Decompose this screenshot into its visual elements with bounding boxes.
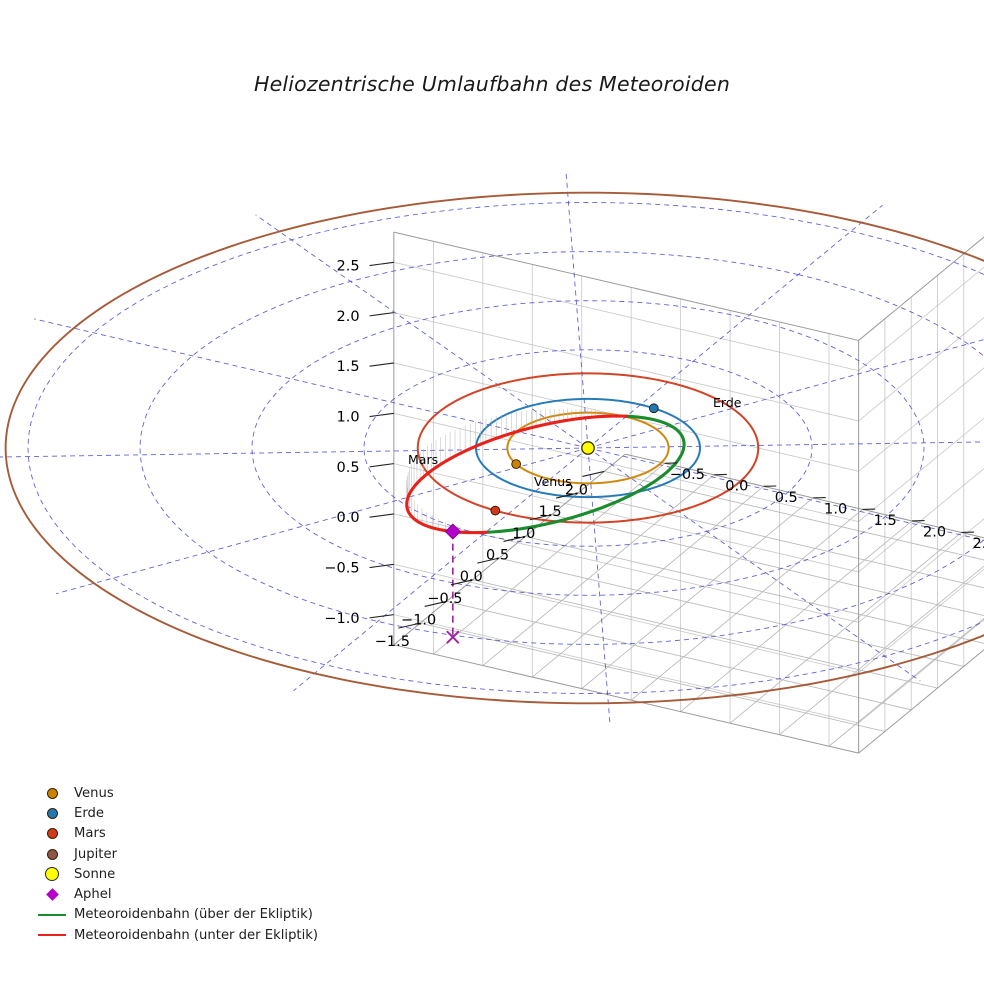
chart-legend: Venus Erde Mars Jupiter Sonne Aphel Meteoroide… xyxy=(34,783,318,945)
z-tick-label-5: 0.0 xyxy=(337,510,360,526)
z-tick-label-3-tick xyxy=(369,412,394,418)
x-tick-label-4: 0.5 xyxy=(486,547,509,563)
circle-marker-icon xyxy=(34,787,70,799)
legend-item-sonne[interactable]: Sonne xyxy=(34,864,318,884)
circle-marker-icon xyxy=(34,807,70,819)
legend-item-aphel[interactable]: Aphel xyxy=(34,884,318,904)
x-tick-label-7: 2.0 xyxy=(565,482,588,498)
x-tick-label-3: 0.0 xyxy=(460,569,483,585)
x-tick-label-0: −1.5 xyxy=(375,634,410,650)
legend-item-erde[interactable]: Erde xyxy=(34,803,318,823)
z-tick-label-1-tick xyxy=(369,312,394,317)
legend-label: Erde xyxy=(74,805,105,821)
line-marker-icon xyxy=(34,913,70,917)
z-tick-label-6-tick xyxy=(369,563,394,569)
x-tick-label-0-tick xyxy=(398,622,421,629)
meteoroid-below-ecliptic xyxy=(405,414,629,535)
sun-marker xyxy=(581,441,595,455)
legend-item-meteoroidenbahn[interactable]: Meteoroidenbahn (über der Ekliptik) xyxy=(34,905,318,925)
x-tick-label-2: −0.5 xyxy=(427,591,462,607)
z-tick-label-4-tick xyxy=(369,463,394,468)
legend-label: Sonne xyxy=(74,866,116,882)
diamond-marker-icon xyxy=(34,888,70,901)
planet-orbits xyxy=(4,191,984,705)
z-tick-label-2: 1.5 xyxy=(337,359,360,375)
z-tick-label-4: 0.5 xyxy=(337,460,360,476)
legend-item-meteoroidenbahn[interactable]: Meteoroidenbahn (unter der Ekliptik) xyxy=(34,925,318,945)
aphel-diamond-icon xyxy=(444,523,461,540)
legend-label: Jupiter xyxy=(74,846,117,862)
z-tick-label-5-tick xyxy=(369,513,394,518)
legend-label: Mars xyxy=(74,826,106,842)
legend-label: Meteoroidenbahn (unter der Ekliptik) xyxy=(74,927,319,943)
legend-item-jupiter[interactable]: Jupiter xyxy=(34,844,318,864)
y-tick-label-3: 1.0 xyxy=(824,502,847,518)
circle-marker-icon xyxy=(34,848,70,860)
planet-label-erde: Erde xyxy=(713,395,742,410)
polar-ecliptic-grid xyxy=(0,173,984,723)
x-tick-label-1: −1.0 xyxy=(401,612,436,628)
x-tick-label-7-tick xyxy=(582,470,605,477)
z-tick-label-0-tick xyxy=(369,261,394,267)
line-marker-icon xyxy=(34,934,70,937)
z-tick-label-3: 1.0 xyxy=(337,410,360,426)
x-tick-label-1-tick xyxy=(424,600,447,608)
legend-label: Aphel xyxy=(74,887,112,903)
y-tick-label-6: 2.5 xyxy=(973,536,984,552)
legend-item-mars[interactable]: Mars xyxy=(34,824,318,844)
meteoroid-orbit xyxy=(405,408,686,535)
legend-label: Meteoroidenbahn (über der Ekliptik) xyxy=(74,907,313,923)
x-tick-label-3-tick xyxy=(477,557,500,564)
x-tick-label-5-tick xyxy=(529,514,552,521)
y-tick-label-1: 0.0 xyxy=(725,478,748,494)
planet-marker-erde xyxy=(648,403,659,414)
z-tick-label-7-tick xyxy=(369,614,394,619)
x-tick-label-4-tick xyxy=(503,535,526,542)
meteoroid-above-ecliptic xyxy=(484,414,686,534)
planet-label-venus: Venus xyxy=(534,474,572,489)
z-tick-label-6: −0.5 xyxy=(324,561,359,577)
aphel-projection-x-icon xyxy=(446,630,460,644)
y-tick-label-5: 2.0 xyxy=(923,525,946,541)
x-tick-label-6: 1.5 xyxy=(539,504,562,520)
x-tick-label-6-tick xyxy=(555,492,578,499)
axis-ticks: −1.5−1.0−0.50.00.51.01.52.0−0.50.00.51.0… xyxy=(324,259,984,651)
legend-label: Venus xyxy=(74,785,114,801)
planet-marker-venus xyxy=(511,459,521,469)
chart-title: Heliozentrische Umlaufbahn des Meteoroid… xyxy=(253,72,731,96)
orbit-mars xyxy=(416,372,760,524)
y-tick-label-0: −0.5 xyxy=(670,467,705,483)
y-tick-label-2: 0.5 xyxy=(775,490,798,506)
planet-label-mars: Mars xyxy=(408,452,438,467)
y-tick-label-4: 1.5 xyxy=(874,513,897,529)
z-tick-label-2-tick xyxy=(369,362,394,367)
celestial-bodies xyxy=(490,403,659,516)
orbit-jupiter xyxy=(4,191,984,705)
x-tick-label-2-tick xyxy=(450,579,473,586)
planet-marker-mars xyxy=(490,505,501,516)
circle-big-marker-icon xyxy=(34,867,70,882)
legend-item-venus[interactable]: Venus xyxy=(34,783,318,803)
orbit-erde xyxy=(474,397,702,499)
x-tick-label-5: 1.0 xyxy=(512,526,535,542)
z-tick-label-7: −1.0 xyxy=(324,611,359,627)
z-tick-label-0: 2.5 xyxy=(337,259,360,275)
circle-marker-icon xyxy=(34,828,70,840)
axes-grid xyxy=(393,231,984,754)
z-tick-label-1: 2.0 xyxy=(337,309,360,325)
